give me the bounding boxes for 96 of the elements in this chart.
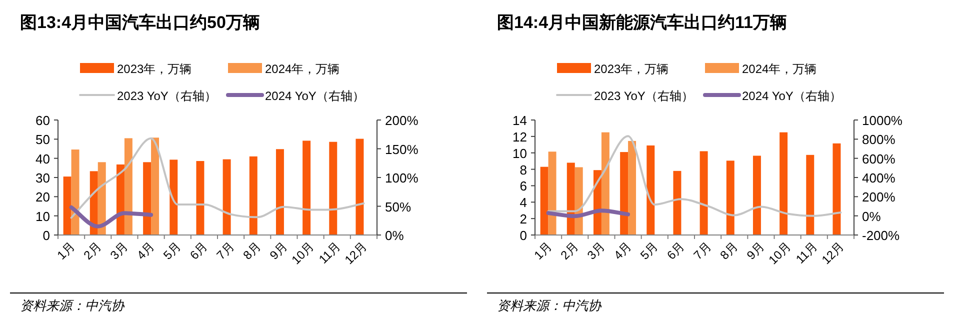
bar [646,145,655,235]
legend-label: 2023年，万辆 [117,62,192,76]
bar [806,154,814,235]
y-tick-label: 2 [520,212,527,227]
legend-label: 2024年，万辆 [742,62,817,76]
bar [124,138,132,235]
bar [98,162,106,235]
chart-title: 图14:4月中国新能源汽车出口约11万辆 [497,13,787,32]
y-tick-label: 60 [36,113,50,128]
x-tick-label: 2月 [80,239,104,262]
y2-tick-label: 1000% [862,113,903,128]
y-tick-label: 30 [36,170,50,186]
x-tick-label: 5月 [160,239,184,262]
y2-tick-label: 400% [862,170,896,186]
bar [143,162,152,235]
bar [832,143,841,235]
x-tick-label: 11月 [793,239,820,266]
x-tick-label: 5月 [638,239,661,262]
bar [170,160,178,235]
x-tick-label: 12月 [342,239,370,268]
bar [574,167,583,235]
y2-tick-label: 200% [862,190,896,205]
legend-label: 2024 YoY（右轴） [742,89,842,103]
y2-tick-label: 600% [862,151,896,166]
bar [700,151,708,235]
y-tick-label: 8 [520,162,527,178]
bar [628,140,636,235]
x-tick-label: 11月 [316,239,344,266]
x-tick-label: 6月 [664,239,688,262]
bar [566,162,575,235]
legend-label: 2023年，万辆 [594,62,669,76]
y-tick-label: 0 [42,228,50,243]
x-tick-label: 3月 [107,239,131,262]
bar [780,132,788,235]
x-tick-label: 10月 [288,239,317,268]
y2-tick-label: 150% [385,142,419,157]
bar [116,164,124,235]
y-tick-label: 50 [36,132,50,148]
bar [540,166,548,235]
y2-tick-label: -200% [862,228,900,243]
bar [222,159,231,235]
line-series [69,205,154,228]
y2-tick-label: 200% [385,113,419,128]
bar [329,142,338,235]
x-tick-label: 12月 [819,239,847,268]
bar [71,150,80,235]
legend-label: 2023 YoY（右轴） [594,89,694,103]
x-tick-label: 4月 [134,239,158,262]
x-tick-label: 7月 [690,239,714,262]
y2-tick-label: 0% [862,208,882,224]
text: 资料来源：中汽协 [497,298,602,313]
x-tick-label: 1月 [531,239,554,262]
x-tick-label: 7月 [214,239,237,262]
y-tick-label: 10 [512,146,527,161]
x-tick-label: 6月 [187,239,210,262]
bar [63,176,72,235]
bar [548,152,556,235]
bar [302,140,311,235]
text: 资料来源：中汽协 [20,298,125,313]
bar [752,156,761,235]
y-tick-label: 12 [512,129,527,144]
legend-label: 2023 YoY（右轴） [117,89,216,103]
x-tick-label: 3月 [584,239,608,262]
x-tick-label: 9月 [744,239,768,262]
x-tick-label: 2月 [558,239,581,262]
y-tick-label: 40 [36,151,50,166]
bar [356,138,364,235]
y2-tick-label: 0% [385,228,404,243]
bar [196,161,204,235]
x-tick-label: 1月 [54,239,78,262]
x-tick-label: 8月 [240,239,264,262]
bar [249,156,258,235]
y-tick-label: 20 [36,190,50,205]
bar [151,138,160,235]
line-series [547,135,842,217]
y2-tick-label: 50% [385,199,412,214]
line-series [70,137,365,219]
bar [276,149,284,235]
y-tick-label: 10 [36,208,50,224]
chart-title: 图13:4月中国汽车出口约50万辆 [20,13,260,32]
y2-tick-label: 100% [385,170,419,186]
y2-tick-label: 800% [862,132,896,148]
bar [673,170,682,235]
bar [601,132,610,235]
legend-label: 2024年，万辆 [265,62,340,76]
x-tick-label: 9月 [266,239,290,262]
bar [726,160,734,235]
legend-label: 2024 YoY（右轴） [265,89,364,103]
bar [620,152,628,235]
y-tick-label: 6 [520,178,527,194]
y-tick-label: 4 [520,195,527,210]
x-tick-label: 4月 [611,239,634,262]
x-tick-label: 10月 [766,239,794,268]
y-tick-label: 0 [520,228,527,243]
y-tick-label: 14 [512,113,527,128]
x-tick-label: 8月 [717,239,740,262]
